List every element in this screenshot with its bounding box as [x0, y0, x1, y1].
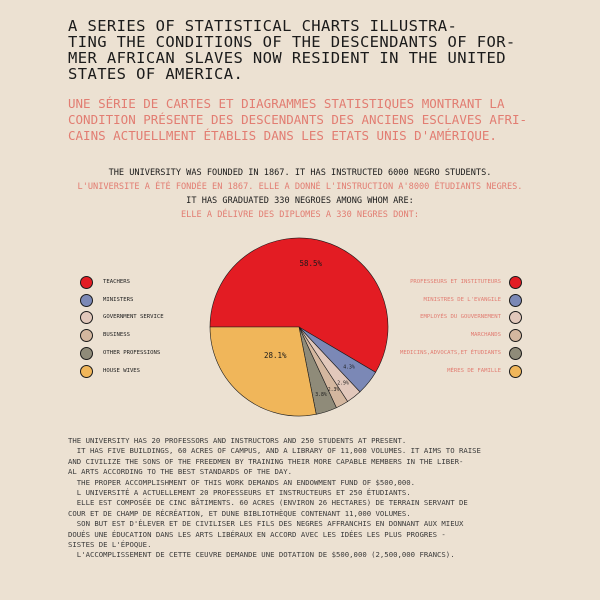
title-line: MER AFRICAN SLAVES NOW RESIDENT IN THE U…	[68, 49, 506, 67]
legend-swatch	[80, 293, 93, 307]
subtitle-line: UNE SÉRIE DE CARTES ET DIAGRAMMES STATIS…	[68, 96, 505, 111]
legend-item-medicins: MEDICINS,ADVOCATS,ET ÉTUDIANTS	[399, 346, 522, 360]
description-line: SON BUT EST D'ÉLEVER ET DE CIVILISER LES…	[68, 519, 464, 529]
description-line: L'ACCOMPLISSEMENT DE CETTE CEUVRE DEMAND…	[68, 550, 455, 560]
legend-item-other-professions: OTHER PROFESSIONS	[80, 346, 161, 360]
legend-swatch	[80, 329, 93, 343]
title-line: TING THE CONDITIONS OF THE DESCENDANTS O…	[68, 33, 516, 51]
legend-label: HOUSE WIVES	[103, 367, 141, 374]
legend-label: MEDICINS,ADVOCATS,ET ÉTUDIANTS	[399, 349, 501, 356]
university-description: THE UNIVERSITY HAS 20 PROFESSORS AND INS…	[68, 436, 538, 561]
title-line: STATES OF AMERICA.	[68, 65, 244, 83]
fact-english: IT HAS GRADUATED 330 NEGROES AMONG WHOM …	[186, 196, 414, 206]
legend-swatch	[509, 364, 522, 378]
description-line: L UNIVERSITÉ A ACTUELLEMENT 20 PROFESSEU…	[68, 488, 411, 498]
legend-swatch	[80, 276, 93, 289]
legend-swatch	[509, 329, 522, 343]
legend-label: MINISTERS	[103, 296, 134, 303]
legend-swatch	[80, 346, 93, 360]
legend-label: TEACHERS	[103, 279, 130, 285]
description-line: AL ARTS ACCORDING TO THE BEST STANDARDS …	[68, 467, 293, 477]
description-line: THE PROPER ACCOMPLISHMENT OF THIS WORK D…	[68, 477, 416, 487]
legend-label: GOVERNMENT SERVICE	[103, 314, 164, 321]
subtitle-line: CONDITION PRÉSENTE DES DESCENDANTS DES A…	[68, 112, 528, 127]
slice-value-label: 28.1%	[264, 351, 287, 360]
legend-swatch	[80, 311, 93, 325]
legend-swatch	[509, 293, 522, 307]
legend-label: BUSINESS	[103, 332, 130, 339]
description-line: IT HAS FIVE BUILDINGS, 60 ACRES OF CAMPU…	[68, 446, 481, 456]
legend-swatch	[80, 364, 93, 378]
description-line: ELLE EST COMPOSÉE DE CINC BÂTIMENTS. 60 …	[68, 498, 468, 508]
legend-label: MARCHANDS	[470, 332, 501, 339]
slice-value-label: 2.3%	[328, 387, 340, 393]
description-line: THE UNIVERSITY HAS 20 PROFESSORS AND INS…	[68, 436, 407, 445]
description-line: DOUÉS UNE ÉDUCATION DANS LES ARTS LIBÉRA…	[68, 529, 446, 539]
description-line: COUR ET DE CHAMP DE RÉCRÉATION, ET DUNE …	[68, 508, 411, 518]
legend-item-employes: EMPLOYÉS DU GOUVERNEMENT	[420, 311, 522, 325]
fact-french: L'UNIVERSITE A ÉTÉ FONDÉE EN 1867. ELLE …	[77, 182, 523, 192]
legend-item-business: BUSINESS	[80, 329, 130, 343]
title-line: A SERIES OF STATISTICAL CHARTS ILLUSTRA-	[68, 17, 458, 35]
legend-label: EMPLOYÉS DU GOUVERNEMENT	[420, 314, 501, 321]
university-facts: THE UNIVERSITY WAS FOUNDED IN 1867. IT H…	[0, 166, 600, 222]
legend-swatch	[509, 276, 522, 289]
pie-slice-teachers	[209, 237, 389, 373]
legend-item-meres: MÈRES DE FAMILLE	[447, 364, 522, 378]
legend-label: PROFESSEURS ET INSTITUTEURS	[410, 279, 501, 285]
slice-value-label: 3.8%	[315, 392, 327, 398]
legend-item-government-service: GOVERNMENT SERVICE	[80, 311, 164, 325]
legend-label: MINISTRES DE L'EVANGILE	[423, 296, 501, 303]
legend-label: OTHER PROFESSIONS	[103, 349, 161, 356]
chart-title: A SERIES OF STATISTICAL CHARTS ILLUSTRA-…	[68, 18, 518, 82]
legend-item-ministers: MINISTERS	[80, 293, 134, 307]
legend-label: MÈRES DE FAMILLE	[447, 367, 501, 374]
legend-item-house-wives: HOUSE WIVES	[80, 364, 141, 378]
description-line: AND CIVILIZE THE SONS OF THE FREEDMEN BY…	[68, 456, 464, 466]
legend-item-marchands: MARCHANDS	[470, 329, 522, 343]
description-line: SISTES DE L'ÉPOQUE.	[68, 540, 152, 550]
fact-english: THE UNIVERSITY WAS FOUNDED IN 1867. IT H…	[108, 168, 492, 178]
fact-french: ELLE A DÉLIVRE DES DIPLOMES A 330 NEGRES…	[181, 210, 419, 220]
slice-value-label: 58.5%	[299, 259, 322, 268]
subtitle-line: CAINS ACTUELLMENT ÉTABLIS DANS LES ETATS…	[68, 128, 497, 143]
legend-item-ministres: MINISTRES DE L'EVANGILE	[423, 293, 522, 307]
pie-slice-house-wives	[209, 326, 317, 417]
slice-value-label: 2.9%	[337, 380, 349, 386]
legend-swatch	[509, 311, 522, 325]
legend-item-professeurs: PROFESSEURS ET INSTITUTEURS	[410, 276, 522, 289]
chart-subtitle-french: UNE SÉRIE DE CARTES ET DIAGRAMMES STATIS…	[68, 96, 538, 144]
legend-swatch	[509, 346, 522, 360]
slice-value-label: 4.3%	[343, 365, 355, 371]
legend-item-teachers: TEACHERS	[80, 276, 130, 289]
